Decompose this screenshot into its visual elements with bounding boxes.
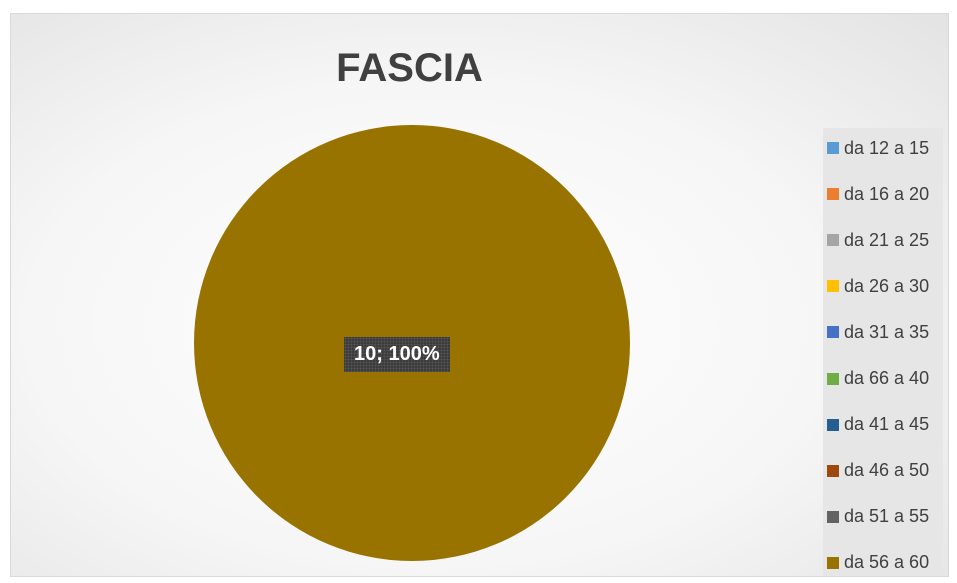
legend-label: da 16 a 20 [844, 183, 930, 204]
legend-item: da 31 a 35 [827, 320, 929, 344]
legend-swatch [827, 510, 839, 523]
legend-label: da 12 a 15 [844, 137, 930, 158]
legend: da 12 a 15 da 16 a 20 da 21 a 25 da 26 a 30… [823, 128, 943, 576]
legend-swatch [827, 280, 839, 293]
pie-plot [194, 125, 630, 561]
legend-swatch [827, 326, 839, 339]
chart-area: FASCIA 10; 100% da 12 a 15 da 16 a 20 da 2… [10, 13, 949, 577]
data-label: 10; 100% [344, 337, 450, 372]
legend-swatch [827, 556, 839, 569]
legend-label: da 21 a 25 [844, 229, 930, 250]
legend-item: da 26 a 30 [827, 274, 929, 298]
legend-item: da 51 a 55 [827, 505, 929, 529]
legend-item: da 66 a 40 [827, 367, 929, 391]
legend-item: da 16 a 20 [827, 182, 929, 206]
legend-label: da 56 a 60 [844, 552, 930, 573]
legend-swatch [827, 142, 839, 154]
legend-label: da 51 a 55 [844, 506, 930, 527]
legend-swatch [827, 418, 839, 431]
legend-item: da 12 a 15 [827, 136, 929, 160]
legend-item: da 56 a 60 [827, 551, 929, 575]
legend-swatch [827, 372, 839, 385]
legend-label: da 41 a 45 [844, 414, 930, 435]
legend-label: da 26 a 30 [844, 275, 930, 296]
legend-item: da 21 a 25 [827, 228, 929, 252]
legend-swatch [827, 234, 839, 247]
legend-item: da 46 a 50 [827, 459, 929, 483]
chart-title: FASCIA [336, 46, 483, 90]
legend-swatch [827, 464, 839, 477]
legend-label: da 31 a 35 [844, 321, 930, 342]
legend-item: da 41 a 45 [827, 413, 929, 437]
legend-label: da 46 a 50 [844, 460, 930, 481]
legend-label: da 66 a 40 [844, 368, 930, 388]
legend-swatch [827, 188, 839, 201]
